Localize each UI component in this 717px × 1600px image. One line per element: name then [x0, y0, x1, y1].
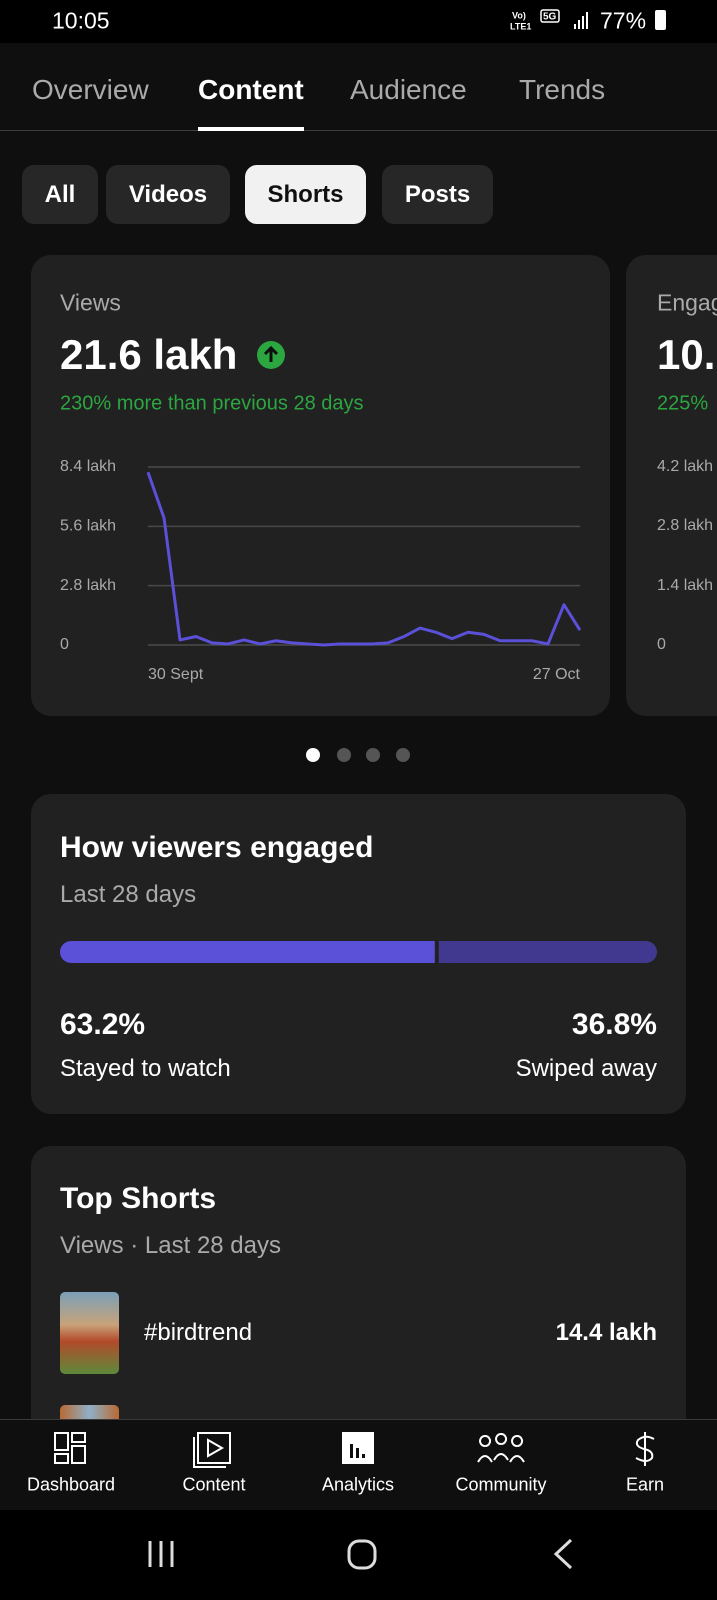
y-tick-label: 2.8 lakh [657, 517, 714, 535]
battery-icon [655, 10, 666, 30]
change-text: 230% more than previous 28 days [60, 392, 364, 415]
card-subtitle: Views · Last 28 days [60, 1232, 282, 1259]
y-tick-label: 2.8 lakh [60, 577, 116, 594]
views-line [146, 471, 582, 647]
views-total: 21.6 lakh [60, 331, 238, 378]
tab-underline [198, 127, 304, 131]
clock: 10:05 [52, 7, 110, 34]
system-nav [0, 1510, 717, 1600]
chip[interactable]: Videos [106, 165, 230, 224]
tab-divider [0, 130, 717, 131]
tab[interactable]: Overview [32, 74, 149, 105]
signal-icons: Vo)LTE1 5G [510, 9, 588, 31]
nav-label[interactable]: Dashboard [26, 1474, 116, 1495]
nav-label[interactable]: Community [455, 1474, 547, 1495]
engaged-segment [438, 941, 657, 963]
status-bar [0, 0, 717, 43]
svg-text:Vo): Vo) [512, 10, 526, 20]
short-thumbnail[interactable] [60, 1292, 119, 1374]
chip[interactable]: All [22, 165, 98, 224]
views-chart: 0 2.8 lakh 5.6 lakh 8.4 lakh 30 Sept 27 Oct [60, 458, 582, 683]
nav-icons [54, 1432, 655, 1468]
battery-level: 77% [600, 7, 647, 34]
y-tick-label: 0 [60, 636, 69, 653]
svg-text:LTE1: LTE1 [510, 21, 531, 31]
card-label: Views [60, 289, 121, 316]
stat-value: 36.8% [571, 1008, 657, 1041]
tab[interactable]: Audience [350, 74, 467, 105]
nav-label[interactable]: Earn [625, 1474, 665, 1495]
card-title: Top Shorts [60, 1182, 217, 1215]
engagement-card[interactable]: Engag 10. 225% 0 1.4 lakh 2.8 lakh 4.2 lakh [626, 255, 717, 716]
y-tick-label: 5.6 lakh [60, 518, 116, 535]
segment-edge [423, 941, 435, 963]
short-title[interactable]: #birdtrend [144, 1319, 253, 1346]
engaged-segment [60, 941, 435, 963]
svg-text:5G: 5G [543, 12, 557, 23]
change-text: 225% [657, 392, 709, 415]
pager-dots [306, 748, 410, 762]
engaged-bar [60, 941, 657, 963]
up-arrow-icon [257, 341, 285, 369]
card-title: How viewers engaged [60, 831, 374, 864]
x-tick-label: 30 Sept [148, 666, 204, 683]
engagement-total: 10. [657, 331, 716, 378]
views-card[interactable] [31, 255, 610, 716]
stat-label: Stayed to watch [60, 1055, 231, 1082]
tab[interactable]: Trends [519, 74, 606, 105]
nav-label[interactable]: Content [182, 1474, 246, 1495]
stat-value: 63.2% [60, 1008, 146, 1041]
system-nav-icons [148, 1538, 573, 1570]
card-label: Engag [657, 289, 717, 316]
nav-label[interactable]: Analytics [321, 1474, 395, 1495]
tab[interactable]: Content [198, 74, 304, 105]
chip[interactable]: Posts [382, 165, 493, 224]
x-tick-label: 27 Oct [533, 666, 581, 683]
short-views: 14.4 lakh [555, 1319, 657, 1346]
y-tick-label: 8.4 lakh [60, 458, 116, 475]
card-subtitle: Last 28 days [60, 881, 197, 908]
y-tick-label: 4.2 lakh [657, 458, 714, 475]
segment-edge [438, 941, 450, 963]
chip[interactable]: Shorts [245, 165, 366, 224]
y-tick-label: 1.4 lakh [657, 576, 714, 594]
stat-label: Swiped away [515, 1055, 657, 1082]
y-tick-label: 0 [657, 636, 666, 653]
